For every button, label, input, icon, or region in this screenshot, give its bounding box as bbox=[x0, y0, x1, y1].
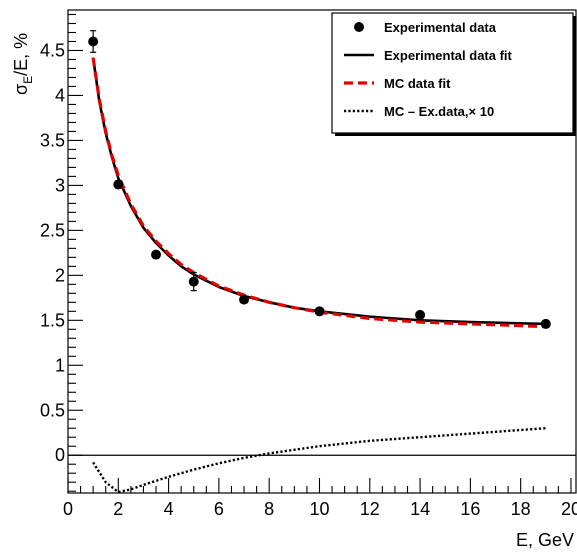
data-point bbox=[113, 179, 124, 190]
x-tick-label: 20 bbox=[561, 499, 577, 519]
axes: 0 2 4 6 8 10 12 14 16 18 20 0 0.5 1 1.5 2 2.5 3 3.5 4 4.5 bbox=[40, 9, 577, 519]
legend: Experimental data Experimental data fit MC… bbox=[331, 12, 576, 136]
series-line-3 bbox=[92, 427, 546, 494]
x-axis-label: E, GeV bbox=[516, 530, 574, 550]
y-axis-label: σE/E, % bbox=[11, 33, 35, 95]
y-axis-label-subscript: E bbox=[21, 76, 35, 84]
data-point bbox=[88, 36, 99, 47]
y-tick-label: 1 bbox=[55, 355, 65, 375]
legend-label: MC data fit bbox=[384, 76, 451, 91]
y-tick-label: 1.5 bbox=[40, 310, 65, 330]
legend-label: Experimental data bbox=[384, 20, 497, 35]
legend-label: MC – Ex.data,× 10 bbox=[384, 104, 494, 119]
x-tick-label: 12 bbox=[360, 499, 380, 519]
x-tick-label: 0 bbox=[63, 499, 73, 519]
y-tick-label: 4.5 bbox=[40, 40, 65, 60]
x-tick-label: 10 bbox=[309, 499, 329, 519]
plot-frame bbox=[67, 9, 577, 494]
x-tick-label: 16 bbox=[460, 499, 480, 519]
x-tick-label: 14 bbox=[410, 499, 430, 519]
plot-area bbox=[68, 30, 576, 494]
data-point bbox=[415, 309, 426, 320]
series-line-2 bbox=[91, 57, 546, 329]
x-tick-label: 18 bbox=[511, 499, 531, 519]
y-axis-label-rest: /E, % bbox=[11, 33, 31, 76]
data-point bbox=[314, 306, 325, 317]
y-tick-label: 2.5 bbox=[40, 220, 65, 240]
x-tick-label: 2 bbox=[113, 499, 123, 519]
legend-box bbox=[331, 12, 574, 134]
data-point bbox=[188, 276, 199, 287]
x-tick-label: 6 bbox=[214, 499, 224, 519]
y-tick-label: 4 bbox=[55, 85, 65, 105]
data-point bbox=[239, 294, 250, 305]
data-point bbox=[151, 249, 162, 260]
x-tick-label: 8 bbox=[264, 499, 274, 519]
data-point bbox=[540, 318, 551, 329]
y-axis-label-symbol: σ bbox=[11, 84, 31, 95]
legend-marker bbox=[354, 22, 364, 32]
y-tick-label: 0 bbox=[55, 445, 65, 465]
y-tick-label: 0.5 bbox=[40, 400, 65, 420]
y-tick-label: 3.5 bbox=[40, 130, 65, 150]
x-tick-label: 4 bbox=[164, 499, 174, 519]
legend-label: Experimental data fit bbox=[384, 48, 513, 63]
y-tick-label: 2 bbox=[55, 265, 65, 285]
y-tick-label: 3 bbox=[55, 175, 65, 195]
